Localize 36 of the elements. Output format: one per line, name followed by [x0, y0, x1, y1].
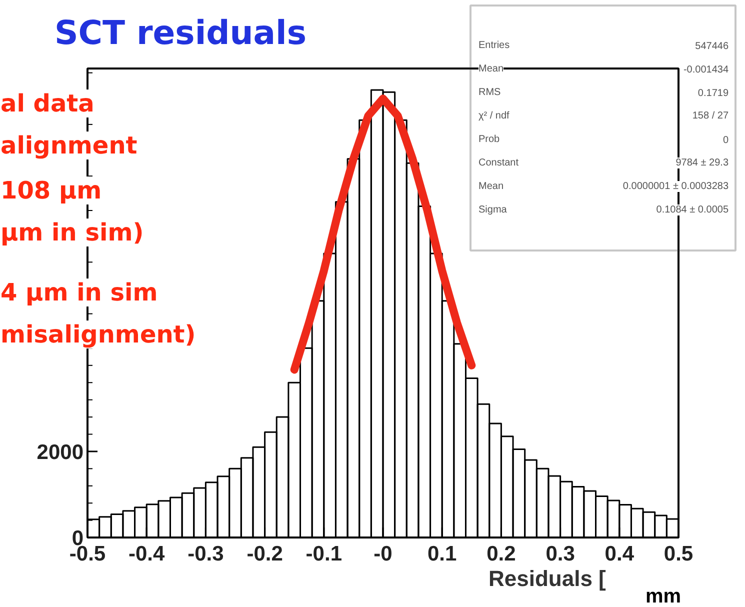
annotation: 9784 ± 29.3: [676, 158, 729, 168]
y-tick-label: 2000: [36, 440, 84, 464]
annotation: 108 μm: [0, 176, 102, 204]
x-tick-label: -0.3: [188, 542, 224, 566]
annotation: 4 μm in sim: [0, 278, 158, 306]
x-tick-label: -0: [374, 542, 392, 566]
x-tick-label: 0.4: [604, 542, 634, 566]
annotation: Prob: [478, 134, 500, 145]
annotation: 0.0000001 ± 0.0003283: [622, 181, 729, 192]
x-tick-label: 0.5: [664, 542, 694, 566]
x-tick-label: 0.1: [428, 542, 458, 566]
text: 547446: [695, 41, 729, 52]
text: -0.001434: [683, 64, 729, 76]
text: 0: [722, 135, 729, 146]
chart-title: SCT residuals: [54, 13, 306, 52]
annotation: alignment: [0, 132, 138, 160]
x-tick-label: -0.1: [306, 542, 342, 566]
annotation: Sigma: [478, 204, 508, 216]
x-tick-label: 0.2: [486, 542, 516, 566]
x-tick-label: -0.4: [128, 542, 166, 566]
text: mm: [646, 586, 682, 607]
x-axis-title: Residuals [: [488, 566, 607, 591]
annotation: RMS: [478, 87, 502, 98]
annotation: μm in sim): [0, 218, 144, 246]
text: 158 / 27: [692, 110, 729, 122]
annotation: χ² / ndf: [478, 110, 510, 122]
annotation: Mean: [478, 64, 504, 74]
x-tick-label: -0.2: [246, 542, 283, 566]
annotation: Constant: [478, 158, 519, 168]
annotation: misalignment): [0, 320, 196, 348]
x-tick-label: 0.3: [546, 542, 575, 566]
annotation: al data: [0, 90, 94, 118]
annotation: Mean: [478, 181, 504, 192]
text: Entries: [478, 40, 510, 51]
annotation: 0.1084 ± 0.0005: [656, 204, 729, 216]
text: 0.1719: [698, 88, 729, 99]
